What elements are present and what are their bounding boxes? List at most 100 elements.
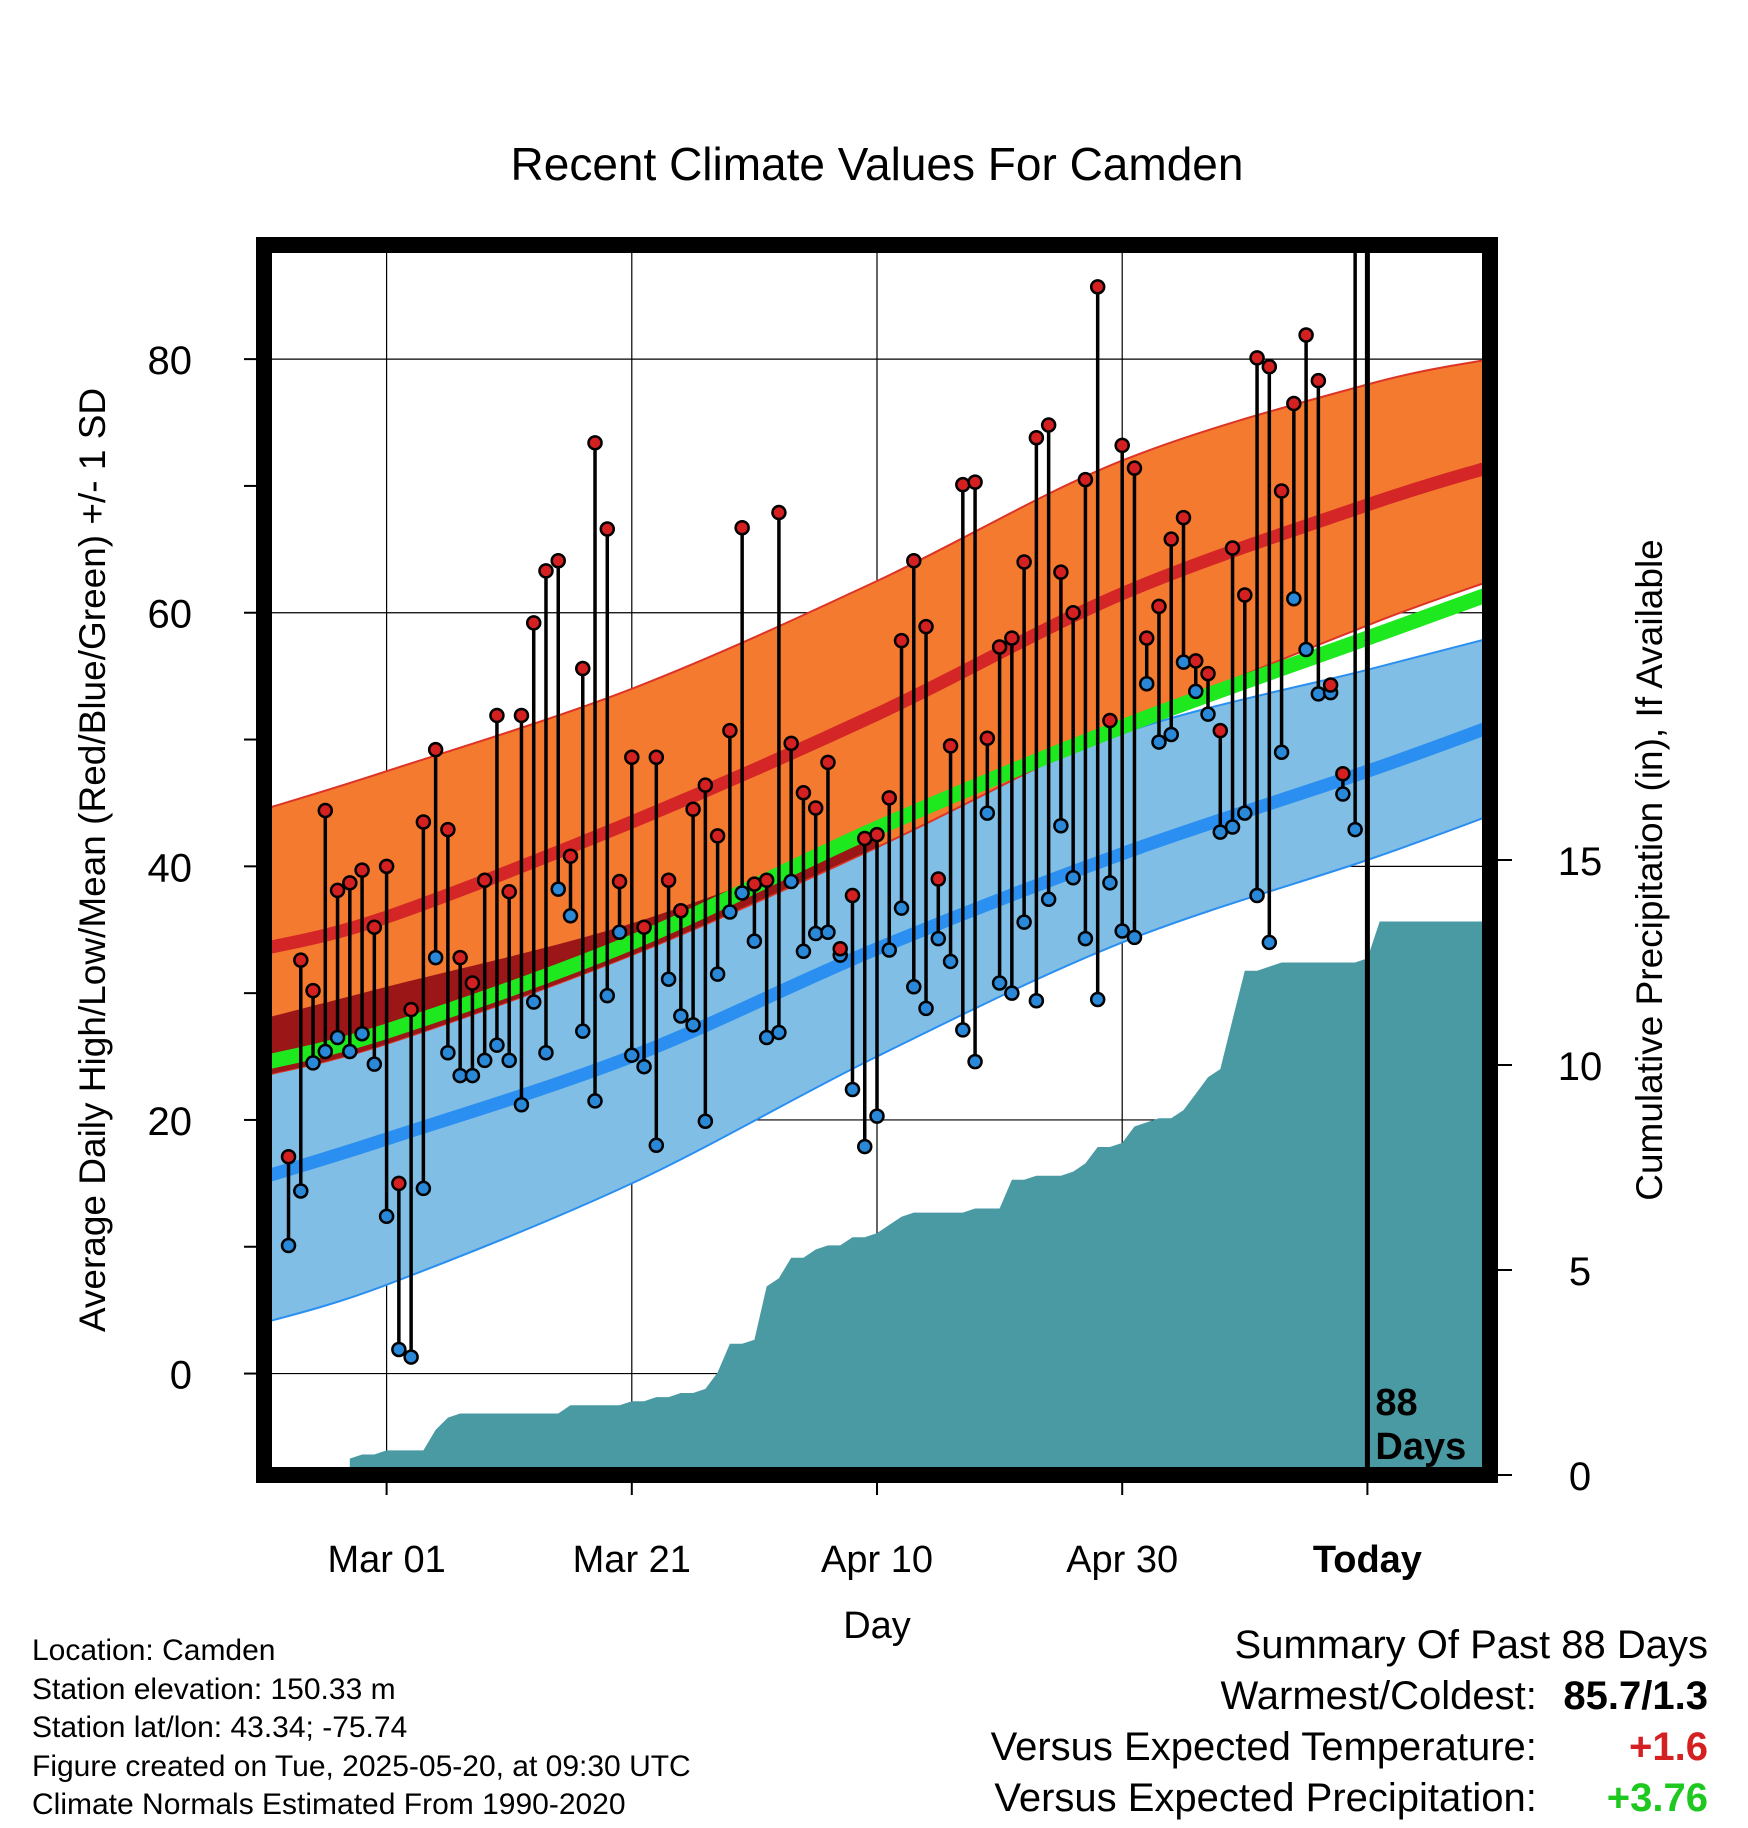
axes: 0 20 40 60 80 0 5 10 15 Mar 01 Mar 21 Apr 10 Apr 30 T…: [72, 138, 1670, 1647]
high-point: [1188, 653, 1204, 669]
low-point: [1188, 683, 1204, 700]
low-point: [562, 908, 579, 924]
high-point: [587, 435, 603, 451]
low-point: [599, 987, 616, 1004]
high-point: [709, 828, 726, 844]
high-point: [599, 521, 616, 537]
low-point: [1089, 991, 1106, 1008]
high-point: [673, 902, 689, 919]
high-point: [378, 858, 395, 875]
y-tick-label: 40: [148, 846, 193, 890]
warm-cold-value: 85.7/1.3: [1563, 1674, 1708, 1718]
low-point: [1151, 734, 1167, 750]
high-point: [648, 749, 665, 766]
high-point: [1053, 564, 1069, 580]
low-point: [415, 1180, 432, 1197]
high-point: [722, 722, 738, 739]
high-point: [955, 476, 971, 493]
low-point: [1028, 993, 1045, 1009]
low-point: [722, 904, 738, 920]
low-point: [1016, 914, 1032, 930]
low-point: [391, 1341, 407, 1358]
high-point: [403, 1001, 419, 1018]
low-point: [624, 1047, 640, 1064]
high-point: [930, 871, 947, 887]
temp-label: Versus Expected Temperature:: [990, 1725, 1537, 1769]
high-point: [636, 919, 652, 935]
x-tick-label: Mar 01: [327, 1539, 445, 1581]
low-point: [1102, 875, 1118, 891]
high-point: [280, 1148, 297, 1165]
high-point: [758, 872, 775, 889]
high-point: [1224, 540, 1241, 556]
low-point: [648, 1137, 665, 1154]
low-point: [354, 1025, 370, 1042]
normals-text: Climate Normals Estimated From 1990-2020: [32, 1788, 626, 1821]
high-point: [1077, 471, 1094, 488]
low-point: [476, 1052, 493, 1069]
low-point: [685, 1017, 701, 1033]
low-point: [1065, 870, 1081, 886]
x-tick-label: Mar 21: [573, 1539, 691, 1581]
y2-tick-label: 0: [1569, 1455, 1591, 1499]
high-point: [734, 520, 750, 536]
y2-tick-label: 10: [1558, 1045, 1603, 1089]
high-point: [476, 872, 493, 889]
high-point: [1163, 531, 1179, 547]
high-point: [1065, 604, 1081, 621]
low-point: [906, 979, 922, 995]
high-point: [1286, 395, 1302, 412]
low-point: [930, 930, 947, 947]
high-point: [464, 975, 481, 991]
summary-precip: Versus Expected Precipitation: +3.76: [991, 1773, 1708, 1824]
y-tick-label: 60: [148, 593, 193, 637]
low-point: [746, 933, 763, 949]
high-point: [807, 800, 824, 816]
summary-panel: Summary Of Past 88 Days Warmest/Coldest:…: [991, 1620, 1708, 1824]
high-point: [293, 952, 309, 968]
high-point: [1310, 372, 1327, 389]
low-point: [1310, 686, 1327, 702]
high-point: [1089, 279, 1106, 295]
low-point: [329, 1029, 346, 1046]
x-tick-label: Today: [1313, 1539, 1422, 1581]
high-point: [1261, 358, 1278, 375]
elevation-text: Station elevation: 150.33 m: [32, 1672, 396, 1706]
high-point: [1126, 460, 1143, 476]
plot-content: [264, 0, 1490, 1475]
high-point: [1237, 587, 1253, 603]
high-normal-line: [264, 460, 1490, 956]
low-point: [856, 1138, 873, 1155]
low-point: [807, 925, 824, 942]
low-point: [918, 1000, 934, 1017]
low-point: [1249, 887, 1265, 904]
high-point: [366, 919, 383, 935]
low-point: [305, 1055, 321, 1071]
y-tick-label: 0: [170, 1354, 192, 1398]
low-point: [280, 1237, 297, 1254]
low-point: [1163, 726, 1179, 743]
precip-value: +3.76: [1606, 1776, 1708, 1820]
temp-value: +1.6: [1629, 1725, 1708, 1769]
high-point: [881, 790, 898, 806]
low-point: [525, 994, 542, 1010]
low-point: [403, 1349, 419, 1365]
low-point: [709, 966, 726, 982]
plot-frame: [256, 237, 1498, 1483]
high-point: [1028, 429, 1045, 446]
low-point: [795, 943, 812, 960]
high-point: [771, 504, 787, 521]
high-point: [1349, 0, 1362, 7]
high-point: [1040, 417, 1057, 433]
low-point: [1261, 934, 1278, 951]
high-point: [415, 814, 432, 830]
precip-label: Versus Expected Precipitation:: [994, 1776, 1537, 1820]
high-point: [783, 735, 799, 752]
high-point: [795, 785, 812, 801]
low-point: [1114, 923, 1130, 939]
created-text: Figure created on Tue, 2025-05-20, at 09…: [32, 1749, 691, 1783]
low-point: [1286, 591, 1302, 607]
high-point: [1138, 630, 1155, 646]
